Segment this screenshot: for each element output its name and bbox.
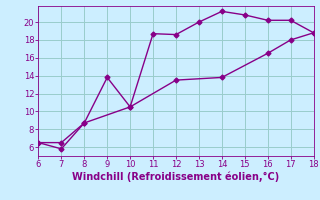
X-axis label: Windchill (Refroidissement éolien,°C): Windchill (Refroidissement éolien,°C)	[72, 172, 280, 182]
